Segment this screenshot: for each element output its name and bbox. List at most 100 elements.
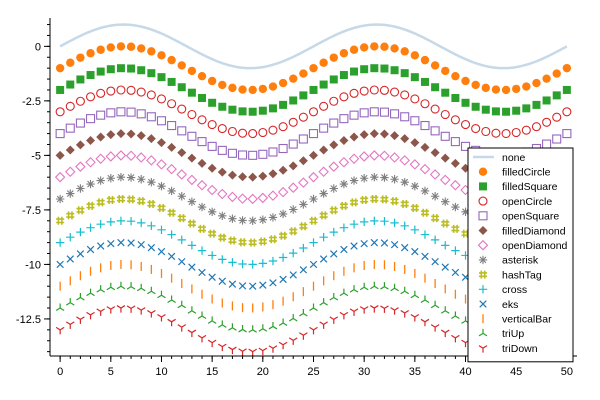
data-point-eks: [289, 271, 297, 279]
legend-item-openDiamond: openDiamond: [477, 239, 568, 252]
data-point-triUp: [207, 316, 217, 324]
data-point-openDiamond: [308, 171, 319, 183]
data-point-hashTag: [248, 238, 257, 247]
data-point-eks: [76, 250, 85, 258]
data-point-openSquare: [106, 108, 116, 118]
data-point-eks: [269, 279, 277, 287]
data-point-openCircle: [156, 94, 167, 104]
data-point-filledDiamond: [329, 140, 339, 150]
data-point-filledSquare: [157, 73, 166, 82]
data-point-eks: [238, 282, 247, 290]
data-point-triUp: [96, 285, 105, 293]
data-point-filledSquare: [400, 69, 409, 78]
data-point-triUp: [329, 293, 339, 301]
data-point-hashTag: [461, 229, 470, 238]
data-point-hashTag: [410, 203, 419, 212]
data-point-openSquare: [379, 107, 389, 117]
data-point-openSquare: [400, 112, 410, 122]
data-point-cross: [410, 225, 420, 234]
data-point-openDiamond: [186, 174, 198, 186]
data-point-filledDiamond: [420, 142, 430, 152]
data-point-filledSquare: [410, 73, 419, 82]
data-point-cross: [126, 216, 136, 226]
data-point-triDown: [228, 346, 237, 355]
data-point-cross: [177, 235, 186, 245]
data-point-eks: [137, 240, 145, 249]
data-point-openCircle: [400, 90, 410, 100]
data-point-asterisk: [390, 175, 399, 184]
data-point-filledCircle: [177, 61, 186, 70]
data-point-cross: [380, 216, 389, 226]
data-point-triUp: [258, 324, 268, 332]
data-point-triUp: [349, 285, 359, 293]
data-point-openDiamond: [227, 191, 238, 203]
legend-item-asterisk: asterisk: [478, 255, 539, 267]
data-point-eks: [451, 268, 460, 277]
data-point-openDiamond: [450, 179, 461, 191]
data-point-triUp: [288, 314, 298, 322]
data-point-openSquare: [146, 112, 156, 122]
data-point-filledDiamond: [116, 129, 126, 139]
data-point-triDown: [217, 343, 227, 352]
data-point-hashTag: [299, 222, 308, 231]
data-point-asterisk: [238, 216, 247, 225]
data-point-triUp: [420, 295, 430, 304]
data-point-eks: [431, 257, 439, 266]
data-point-hashTag: [96, 198, 105, 207]
data-point-cross: [157, 225, 166, 234]
data-point-filledSquare: [279, 100, 288, 109]
data-point-hashTag: [431, 214, 440, 223]
data-point-asterisk: [66, 189, 75, 198]
data-point-hashTag: [451, 224, 460, 233]
data-point-openCircle: [521, 125, 531, 135]
legend-label: none: [502, 152, 526, 164]
data-point-filledSquare: [319, 80, 328, 89]
x-tick-label: 50: [561, 366, 573, 378]
data-point-hashTag: [390, 197, 399, 206]
data-point-triUp: [248, 325, 258, 333]
legend-swatch: [478, 211, 488, 221]
data-point-filledCircle: [410, 51, 420, 60]
data-point-filledSquare: [431, 83, 440, 92]
data-point-cross: [218, 255, 227, 264]
data-point-filledCircle: [207, 76, 217, 86]
data-point-triUp: [278, 318, 288, 326]
y-tick-label: -2.5: [22, 96, 41, 108]
data-point-triUp: [55, 303, 65, 312]
data-point-filledCircle: [248, 85, 257, 95]
data-point-triUp: [309, 303, 318, 312]
data-point-asterisk: [370, 173, 379, 182]
data-point-openCircle: [511, 127, 521, 138]
data-point-openCircle: [420, 99, 430, 109]
data-point-openDiamond: [439, 174, 451, 186]
data-point-asterisk: [349, 176, 359, 185]
data-point-openDiamond: [54, 171, 66, 183]
data-point-hashTag: [187, 219, 196, 228]
legend-item-hashTag: hashTag: [479, 269, 542, 281]
data-point-openSquare: [248, 150, 258, 160]
data-point-openSquare: [167, 120, 177, 131]
data-point-filledDiamond: [55, 150, 65, 160]
data-point-filledSquare: [258, 106, 267, 115]
data-point-openCircle: [369, 85, 379, 95]
data-point-asterisk: [289, 205, 298, 214]
data-point-triUp: [86, 288, 95, 297]
data-point-openDiamond: [338, 156, 350, 168]
data-point-hashTag: [198, 224, 207, 233]
data-point-filledCircle: [511, 84, 521, 94]
data-point-filledSquare: [370, 64, 379, 73]
data-point-openCircle: [329, 96, 339, 106]
y-tick-label: 0: [35, 41, 41, 53]
data-point-openCircle: [248, 128, 258, 139]
data-point-asterisk: [177, 192, 186, 201]
data-point-cross: [248, 260, 257, 269]
data-point-filledDiamond: [430, 148, 440, 158]
data-point-eks: [390, 240, 399, 249]
data-point-eks: [319, 255, 328, 263]
data-point-hashTag: [268, 235, 277, 244]
data-point-filledSquare: [56, 85, 65, 94]
data-point-filledCircle: [289, 74, 298, 83]
series-verticalBar: [59, 259, 568, 313]
legend-item-cross: cross: [478, 284, 527, 296]
data-point-filledCircle: [66, 58, 75, 67]
